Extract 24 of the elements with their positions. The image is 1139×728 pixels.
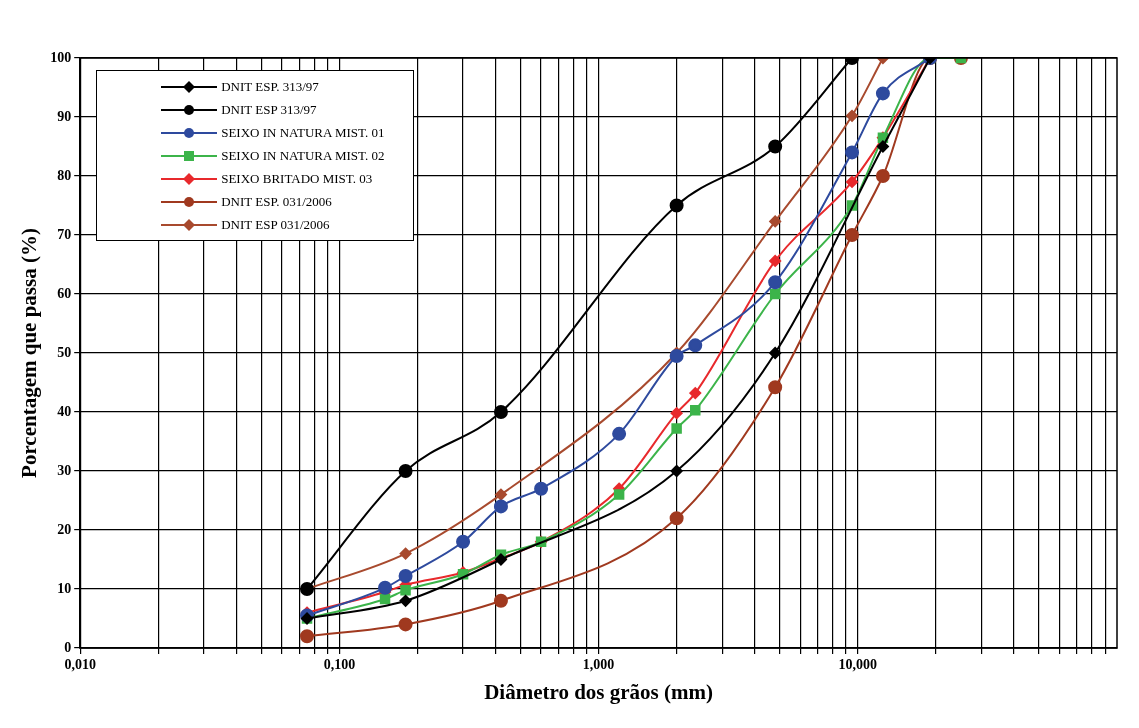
legend-label: SEIXO IN NATURA MIST. 02 [221, 147, 385, 164]
x-tick-label: 1,000 [582, 657, 615, 673]
y-tick-label: 40 [57, 403, 72, 419]
legend-label: SEIXO IN NATURA MIST. 01 [221, 124, 385, 141]
legend-label: DNIT ESP 031/2006 [221, 216, 330, 233]
legend-label: DNIT ESP. 313/97 [221, 78, 319, 95]
y-axis-title: Porcentagem que passa (%) [17, 228, 42, 478]
x-tick-label: 0,100 [323, 657, 356, 673]
y-tick-label: 100 [50, 49, 72, 65]
y-tick-label: 0 [64, 639, 72, 655]
y-tick-label: 10 [57, 580, 72, 596]
x-axis-title: Diâmetro dos grãos (mm) [484, 679, 714, 704]
y-tick-label: 70 [57, 226, 72, 242]
x-tick-label: 10,000 [838, 657, 878, 673]
x-tick-label: 0,010 [64, 657, 96, 673]
y-tick-label: 50 [57, 344, 72, 360]
legend-label: DNIT ESP 313/97 [221, 101, 317, 118]
y-tick-label: 90 [57, 108, 72, 124]
legend-label: SEIXO BRITADO MIST. 03 [221, 170, 373, 187]
legend-label: DNIT ESP. 031/2006 [221, 193, 332, 210]
y-tick-label: 60 [57, 285, 72, 301]
y-tick-label: 20 [57, 521, 72, 537]
y-tick-label: 30 [57, 462, 72, 478]
y-tick-label: 80 [57, 167, 72, 183]
